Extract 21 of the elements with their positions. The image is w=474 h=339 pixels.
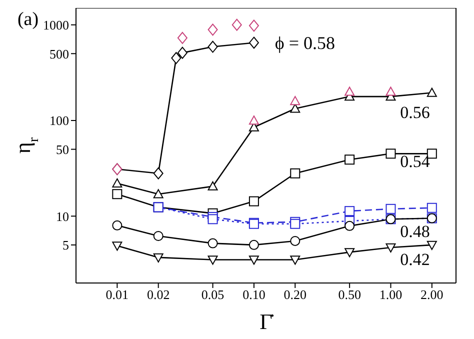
y-tick-label: 50 <box>56 142 69 157</box>
y-tick-label: 10 <box>56 208 69 224</box>
text: (a) <box>17 9 39 30</box>
annotation: 0.54 <box>400 152 430 172</box>
y-tick-label: 100 <box>50 113 69 128</box>
y-tick-label: 1000 <box>43 17 69 32</box>
x-tick-label: 0.01 <box>106 287 129 302</box>
x-tick-label: 0.05 <box>201 287 224 302</box>
x-tick-label: 1.00 <box>379 287 402 302</box>
x-axis-title: Γ̇ <box>260 309 274 334</box>
x-tick-label: 0.20 <box>284 287 307 302</box>
annotation: 0.48 <box>400 222 430 242</box>
annotation: 0.42 <box>400 250 430 270</box>
y-tick-label: 500 <box>50 46 69 62</box>
x-tick-label: 0.50 <box>338 287 361 302</box>
y-tick-label: 5 <box>62 238 69 253</box>
x-tick-label: 0.02 <box>146 287 170 302</box>
annotation: ϕ = 0.58 <box>274 33 336 53</box>
x-tick-label: 0.10 <box>242 287 266 302</box>
annotation: 0.56 <box>400 103 430 123</box>
x-tick-label: 2.00 <box>420 287 444 302</box>
